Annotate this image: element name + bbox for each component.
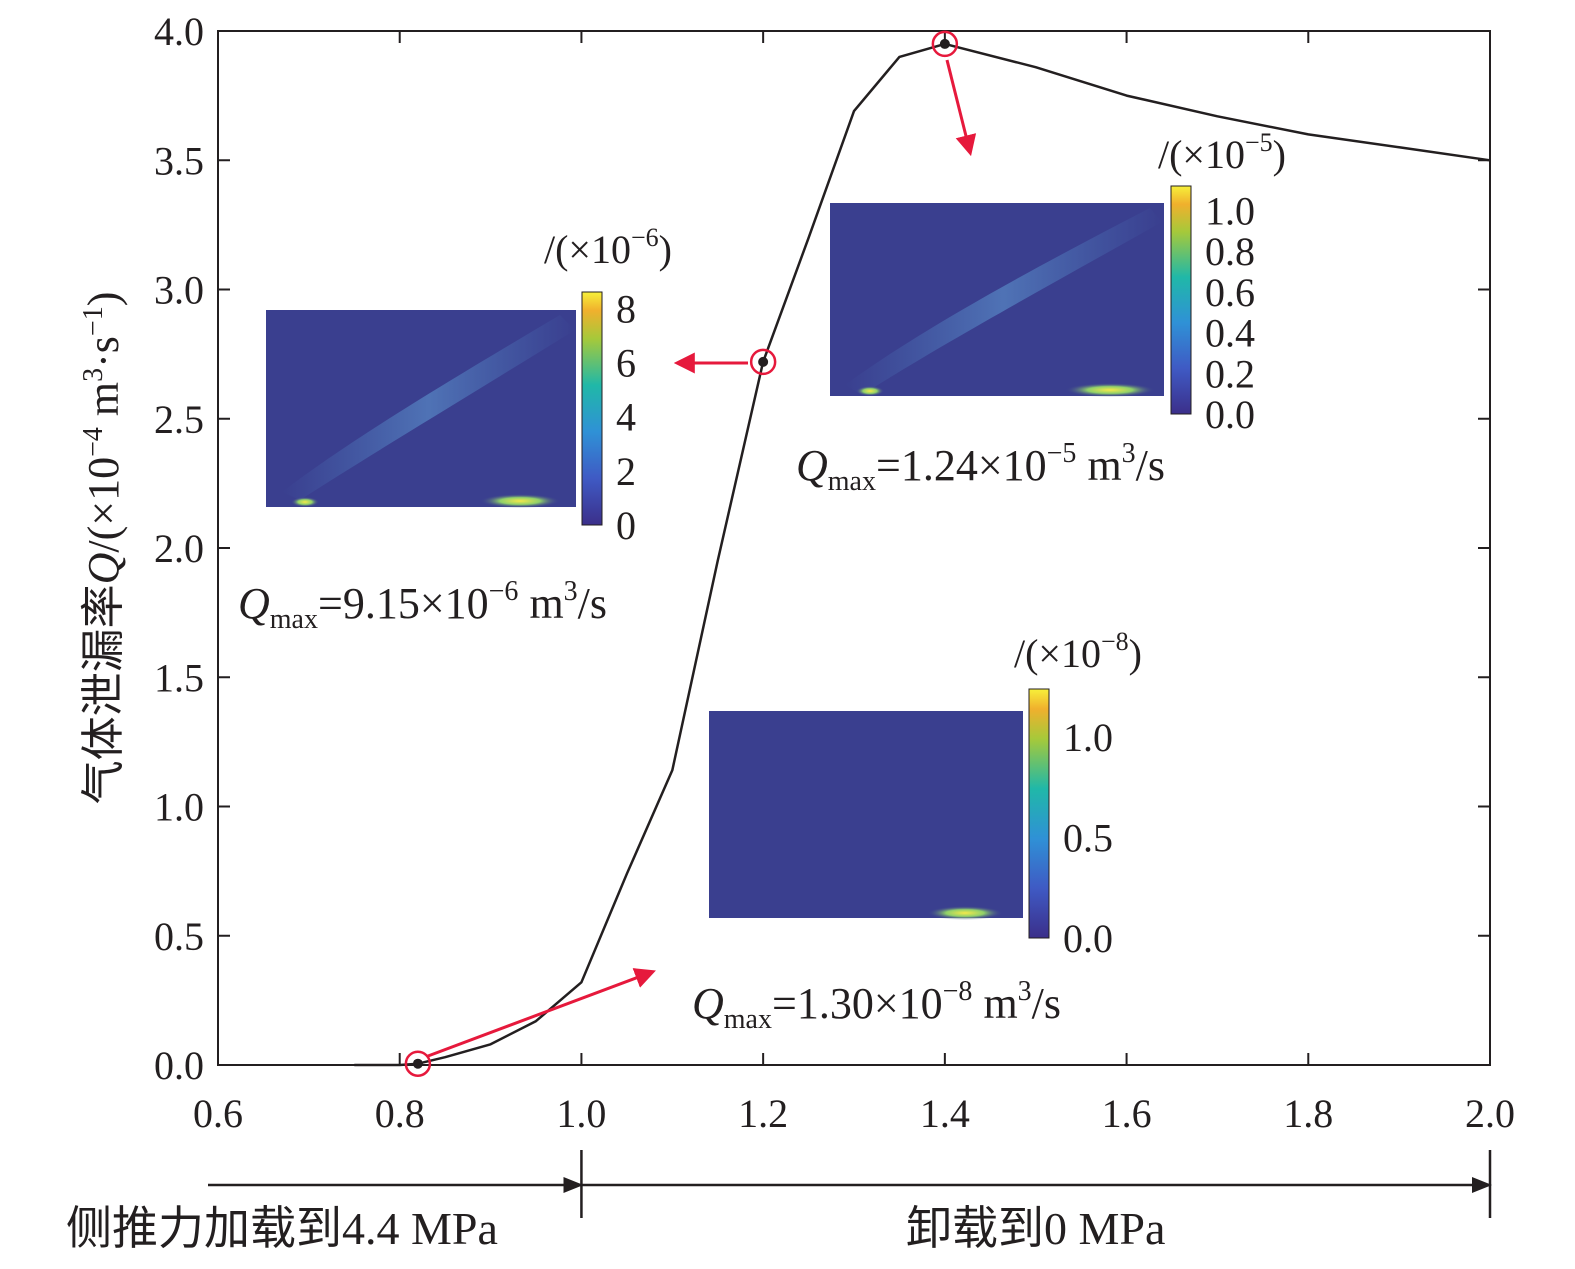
x-tick-label: 1.0 [556,1091,606,1136]
inset-1-colorbar-ticks: 8 6 4 2 0 [616,286,636,548]
colorbar-tick-label: 0.4 [1205,311,1255,356]
colorbar-tick-label: 4 [616,395,636,440]
highlight-ring-1 [404,1050,432,1077]
inset-2-scale-label: /(×10−5) [1158,128,1286,177]
y-tick-label: 2.0 [154,526,204,571]
y-tick-label: 1.0 [154,785,204,830]
x-tick-label: 0.8 [375,1091,425,1136]
colorbar-tick-label: 8 [616,286,636,331]
inset-2-qmax: Qmax=1.24×10−5 m3/s [796,438,1165,497]
highlight-point-2 [758,356,769,367]
y-axis-label: 气体泄漏率Q/(×10−4 m3·s−1) [78,292,128,805]
inset-field-2: 1.00.80.60.40.20.0 /(×10−5) Qmax=1.24×10… [796,128,1286,497]
highlighted-points [404,30,959,1077]
inset-1-hotspot-b [480,494,560,508]
colorbar-tick-label: 2 [616,449,636,494]
inset-1-band [282,315,575,500]
inset-2-hotspot-a [856,386,884,396]
colorbar-tick-label: 0.8 [1205,229,1255,274]
highlight-point-1 [412,1058,423,1069]
inset-3-qmax: Qmax=1.30×10−8 m3/s [692,976,1061,1035]
inset-1-qmax: Qmax=9.15×10−6 m3/s [238,576,607,635]
inset-field-3: 1.0 0.5 0.0 /(×10−8) Qmax=1.30×10−8 m3/s [692,627,1142,1035]
y-tick-label: 1.5 [154,655,204,700]
colorbar-tick-label: 0.2 [1205,351,1255,396]
inset-3-field [709,711,1023,918]
inset-1-colorbar [581,291,603,526]
y-tick-label: 2.5 [154,397,204,442]
highlight-ring-2 [749,348,777,376]
colorbar-tick-label: 0.0 [1063,916,1113,961]
colorbar-tick-label: 1.0 [1063,715,1113,760]
highlight-ring-3 [931,30,959,58]
x-tick-label: 0.6 [193,1091,243,1136]
inset-3-colorbar [1028,688,1050,939]
stage-label-2: 卸载到0 MPa [906,1203,1165,1254]
colorbar-tick-label: 0.6 [1205,270,1255,315]
inset-3-hotspot [927,906,1003,920]
colorbar-tick-label: 1.0 [1205,188,1255,233]
inset-2-colorbar-ticks: 1.00.80.60.40.20.0 [1205,188,1255,437]
inset-1-scale-label: /(×10−6) [544,223,672,272]
inset-3-colorbar-ticks: 1.0 0.5 0.0 [1063,715,1113,961]
x-tick-label: 1.8 [1283,1091,1333,1136]
y-tick-label: 0.5 [154,914,204,959]
arrow-to-inset-3 [427,968,656,1058]
inset-2-colorbar [1170,185,1192,415]
x-tick-label: 1.4 [920,1091,970,1136]
colorbar-tick-label: 0.5 [1063,816,1113,861]
inset-2-band [845,208,1162,395]
y-tick-label: 0.0 [154,1043,204,1088]
inset-1-hotspot-a [291,497,319,507]
arrow-to-inset-2 [945,59,977,157]
x-tick-label: 1.6 [1102,1091,1152,1136]
stage-label-1: 侧推力加载到4.4 MPa [66,1203,498,1254]
inset-3-scale-label: /(×10−8) [1014,627,1142,676]
stage-timeline: 侧推力加载到4.4 MPa 卸载到0 MPa [66,1150,1492,1254]
inset-2-hotspot-b [1065,383,1155,397]
y-tick-label: 4.0 [154,9,204,54]
y-tick-label: 3.5 [154,138,204,183]
x-tick-label: 1.2 [738,1091,788,1136]
x-tick-labels: 0.6 0.8 1.0 1.2 1.4 1.6 1.8 2.0 [193,1091,1515,1136]
x-tick-label: 2.0 [1465,1091,1515,1136]
inset-field-1: 8 6 4 2 0 /(×10−6) Qmax=9.15×10−6 m3/s [238,223,672,635]
colorbar-tick-label: 0.0 [1205,392,1255,437]
highlight-point-3 [939,38,950,49]
y-tick-label: 3.0 [154,268,204,313]
y-tick-labels: 0.0 0.5 1.0 1.5 2.0 2.5 3.0 3.5 4.0 [154,9,204,1088]
colorbar-tick-label: 6 [616,340,636,385]
colorbar-tick-label: 0 [616,503,636,548]
